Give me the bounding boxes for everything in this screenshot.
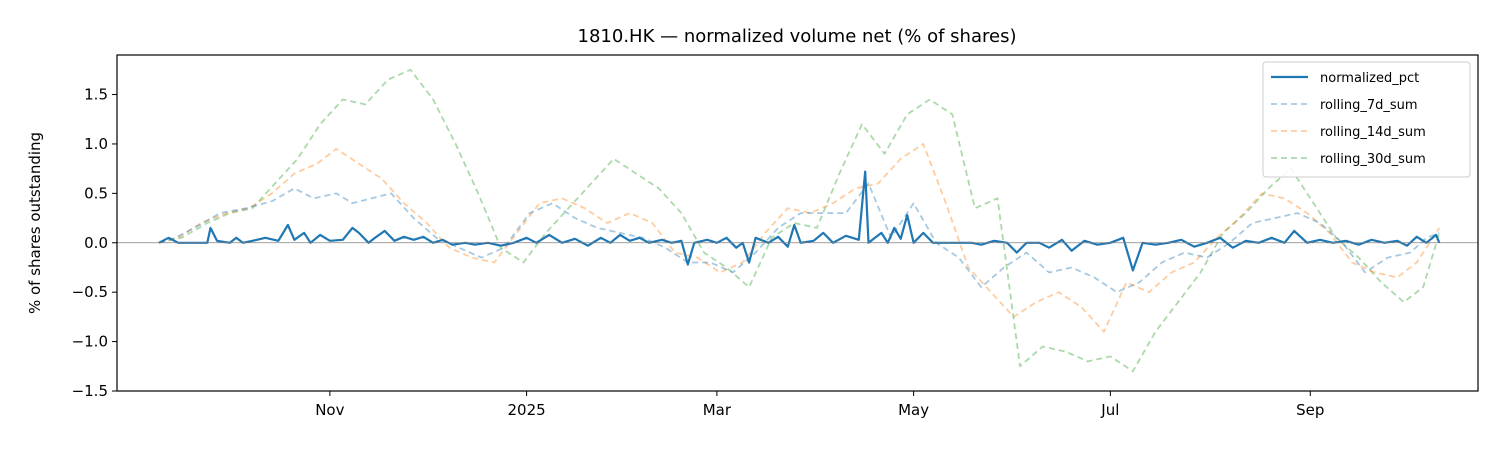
series-line-rolling-14d-sum [158,143,1441,333]
series-line-rolling-7d-sum [158,182,1440,294]
chart-title: 1810.HK — normalized volume net (% of sh… [578,26,1017,47]
x-tick-label-nov: Nov [315,401,344,419]
legend-box [1262,61,1471,178]
legend-label-normalized-pct: normalized_pct [1320,71,1419,86]
x-tick-label-sep: Sep [1296,401,1324,419]
x-axis: Nov 2025 Mar May Jul Sep [315,391,1324,419]
plot-area [116,54,1479,392]
x-tick-label-2025: 2025 [507,401,545,419]
series-layer [158,68,1441,373]
series-line-normalized-pct [158,170,1441,272]
y-tick-label: −0.5 [72,283,108,301]
y-tick-label: 0.0 [84,234,108,252]
series-line-rolling-30d-sum [158,68,1441,373]
y-tick-label: 0.5 [84,184,108,202]
y-tick-label: 1.5 [84,86,108,104]
x-tick-label-jul: Jul [1100,401,1119,419]
y-axis-label: % of shares outstanding [26,132,44,314]
y-tick-label: −1.0 [72,333,108,351]
legend: normalized_pct rolling_7d_sum rolling_14d_… [1262,61,1471,178]
plot-frame [116,54,1479,392]
legend-label-rolling-14d-sum: rolling_14d_sum [1320,125,1426,140]
x-tick-label-may: May [898,401,929,419]
x-tick-label-mar: Mar [703,401,732,419]
legend-label-rolling-30d-sum: rolling_30d_sum [1320,152,1426,167]
legend-label-rolling-7d-sum: rolling_7d_sum [1320,98,1418,113]
y-tick-label: −1.5 [72,382,108,400]
y-tick-label: 1.0 [84,135,108,153]
y-axis: 1.5 1.0 0.5 0.0 −0.5 −1.0 −1.5 [72,86,117,400]
